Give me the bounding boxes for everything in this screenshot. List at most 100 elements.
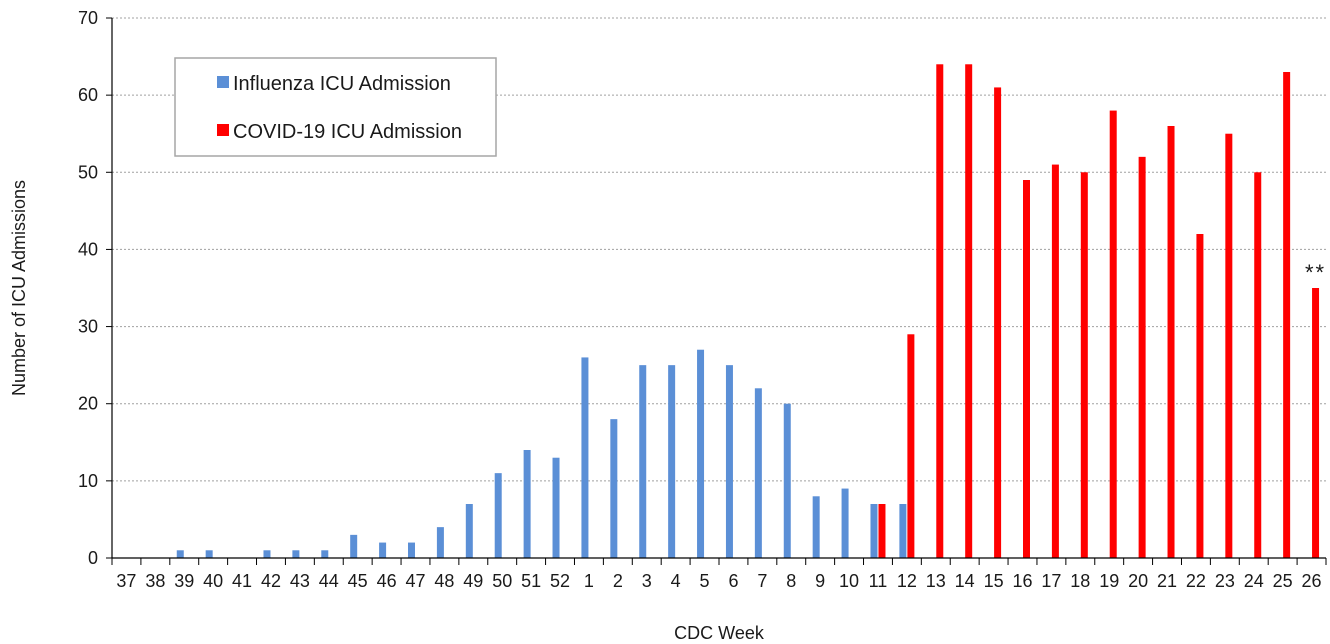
x-tick-label: 8 — [786, 571, 796, 591]
legend-label-influenza: Influenza ICU Admission — [233, 73, 451, 95]
bar-influenza — [523, 450, 531, 558]
bar-covid — [1109, 110, 1117, 559]
bar-covid — [965, 64, 973, 559]
x-tick-label: 43 — [290, 571, 310, 591]
bar-covid — [936, 64, 944, 559]
bar-influenza — [465, 504, 473, 558]
x-tick-label: 49 — [463, 571, 483, 591]
y-tick-label: 30 — [78, 317, 98, 337]
x-tick-label: 1 — [584, 571, 594, 591]
x-tick-label: 12 — [897, 571, 917, 591]
bar-influenza — [870, 504, 878, 558]
bar-covid — [1196, 234, 1204, 558]
x-tick-label: 52 — [550, 571, 570, 591]
y-tick-label: 20 — [78, 394, 98, 414]
bar-influenza — [754, 388, 762, 558]
x-tick-label: 2 — [613, 571, 623, 591]
bar-influenza — [899, 504, 907, 558]
y-tick-label: 50 — [78, 162, 98, 182]
bar-influenza — [494, 473, 502, 558]
bar-influenza — [321, 550, 329, 558]
bar-covid — [1225, 133, 1233, 558]
bar-influenza — [263, 550, 271, 558]
bar-influenza — [697, 349, 705, 558]
x-tick-label: 18 — [1070, 571, 1090, 591]
x-tick-label: 4 — [671, 571, 681, 591]
x-tick-label: 6 — [728, 571, 738, 591]
x-tick-label: 42 — [261, 571, 281, 591]
bar-influenza — [379, 542, 387, 558]
bar-influenza — [812, 496, 820, 558]
x-tick-label: 13 — [926, 571, 946, 591]
bar-covid — [907, 334, 915, 558]
bar-covid — [1312, 288, 1320, 558]
legend-swatch-covid — [217, 124, 229, 136]
x-tick-label: 15 — [984, 571, 1004, 591]
legend: Influenza ICU Admission COVID-19 ICU Adm… — [174, 57, 497, 157]
x-tick-label: 3 — [642, 571, 652, 591]
bars — [176, 64, 1320, 559]
x-tick-label: 20 — [1128, 571, 1148, 591]
x-tick-label: 22 — [1186, 571, 1206, 591]
bar-influenza — [292, 550, 300, 558]
bar-influenza — [581, 357, 589, 558]
bar-influenza — [176, 550, 184, 558]
bar-covid — [1051, 164, 1059, 559]
x-tick-label: 11 — [869, 571, 888, 591]
x-tick-label: 10 — [839, 571, 859, 591]
x-tick-label: 25 — [1273, 571, 1293, 591]
x-tick-label: 39 — [174, 571, 194, 591]
bar-covid — [1080, 172, 1088, 559]
x-tick-label: 17 — [1041, 571, 1061, 591]
x-tick-label: 24 — [1244, 571, 1264, 591]
bar-influenza — [725, 365, 733, 558]
bar-influenza — [783, 403, 791, 558]
bar-influenza — [552, 457, 560, 558]
legend-label-covid: COVID-19 ICU Admission — [233, 121, 462, 143]
x-tick-label: 26 — [1302, 571, 1322, 591]
bar-covid — [1254, 172, 1262, 559]
y-tick-label: 70 — [78, 8, 98, 28]
bar-covid — [994, 87, 1002, 558]
bar-influenza — [350, 534, 358, 558]
bar-influenza — [408, 542, 415, 558]
x-tick-label: 23 — [1215, 571, 1235, 591]
bar-covid — [1167, 126, 1175, 558]
bar-covid — [1023, 180, 1030, 558]
y-tick-label: 10 — [78, 471, 98, 491]
annotations: ** — [1305, 260, 1324, 285]
y-tick-label: 60 — [78, 85, 98, 105]
bar-covid — [1138, 156, 1146, 558]
x-tick-label: 5 — [700, 571, 710, 591]
x-tick-label: 41 — [232, 571, 252, 591]
bar-influenza — [639, 365, 647, 558]
x-tick-label: 14 — [955, 571, 975, 591]
x-tick-label: 37 — [116, 571, 136, 591]
y-axis-label: Number of ICU Admissions — [9, 180, 29, 396]
x-tick-label: 51 — [521, 571, 541, 591]
y-ticks: 0 10 20 30 40 50 60 70 — [78, 8, 112, 568]
x-tick-label: 40 — [203, 571, 223, 591]
bar-influenza — [610, 419, 618, 558]
x-tick-label: 9 — [815, 571, 825, 591]
x-tick-label: 45 — [348, 571, 368, 591]
x-tick-label: 19 — [1099, 571, 1119, 591]
x-tick-label: 38 — [145, 571, 165, 591]
legend-box — [174, 57, 497, 157]
x-tick-label: 46 — [377, 571, 397, 591]
legend-swatch-influenza — [217, 76, 229, 88]
bar-covid — [878, 504, 886, 558]
bar-covid — [1283, 72, 1291, 558]
x-tick-label: 16 — [1012, 571, 1032, 591]
bar-influenza — [668, 365, 676, 558]
bar-influenza — [205, 550, 213, 558]
x-tick-label: 48 — [434, 571, 454, 591]
x-tick-label: 44 — [319, 571, 339, 591]
x-tick-label: 47 — [405, 571, 425, 591]
x-ticks: 37 38 39 40 41 42 43 44 45 46 47 48 49 50 51 52 1 2 3 4 5 6 7 8… — [111, 558, 1327, 591]
x-tick-label: 7 — [757, 571, 767, 591]
x-axis-label: CDC Week — [674, 623, 765, 643]
y-tick-label: 40 — [78, 239, 98, 259]
x-tick-label: 21 — [1157, 571, 1177, 591]
